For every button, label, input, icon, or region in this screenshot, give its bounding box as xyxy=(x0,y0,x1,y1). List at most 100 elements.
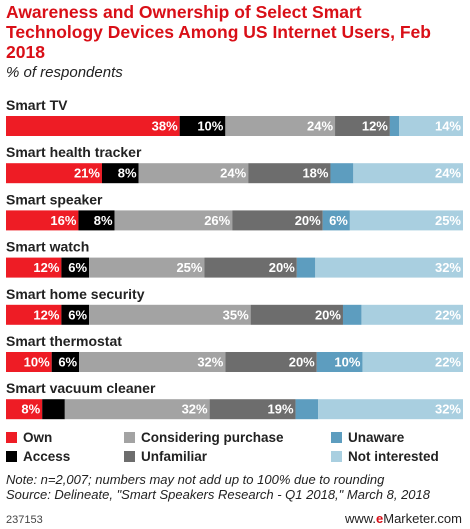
bar-smart-health-tracker-considering-purchase xyxy=(138,163,249,184)
brand-highlight: e xyxy=(376,511,384,526)
bar-smart-home-security-access xyxy=(61,304,90,325)
category-label-smart-home-security: Smart home security xyxy=(6,286,145,302)
legend-label: Own xyxy=(23,430,53,445)
bar-smart-thermostat-access xyxy=(51,352,80,372)
data-label-smart-thermostat-unfamiliar: 20% xyxy=(289,355,315,370)
data-label-smart-speaker-not-interested: 25% xyxy=(435,213,461,228)
data-label-smart-home-security-own: 12% xyxy=(33,307,59,322)
category-label-smart-health-tracker: Smart health tracker xyxy=(6,144,142,160)
bar-smart-vacuum-cleaner-unfamiliar xyxy=(209,399,296,420)
bar-smart-watch-own xyxy=(6,257,62,278)
legend-swatch xyxy=(331,432,342,443)
data-label-smart-tv-considering-purchase: 24% xyxy=(307,119,333,134)
legend-item-access: Access xyxy=(6,449,70,464)
category-label-smart-watch: Smart watch xyxy=(6,239,89,255)
data-label-smart-speaker-unfamiliar: 20% xyxy=(295,213,321,228)
bar-smart-vacuum-cleaner-considering-purchase xyxy=(64,399,210,420)
chart-id: 237153 xyxy=(6,514,43,526)
bar-smart-speaker-considering-purchase xyxy=(114,210,233,231)
bar-smart-home-security-not-interested xyxy=(361,304,463,325)
bar-smart-vacuum-cleaner-not-interested xyxy=(318,399,463,420)
data-label-smart-speaker-access: 8% xyxy=(94,213,113,228)
bar-smart-home-security-unfamiliar xyxy=(250,304,343,325)
data-label-smart-home-security-not-interested: 22% xyxy=(435,307,461,322)
data-label-smart-vacuum-cleaner-unfamiliar: 19% xyxy=(268,402,294,417)
chart-legend: Own Considering purchase Unaware Access Unfa… xyxy=(6,430,466,466)
legend-swatch xyxy=(124,451,135,462)
legend-swatch xyxy=(6,451,17,462)
legend-swatch xyxy=(124,432,135,443)
data-label-smart-thermostat-considering-purchase: 32% xyxy=(197,355,223,370)
bar-smart-speaker-unaware xyxy=(322,210,350,231)
data-label-smart-watch-unfamiliar: 20% xyxy=(269,260,295,275)
bar-smart-watch-not-interested xyxy=(315,257,463,278)
data-label-smart-vacuum-cleaner-own: 8% xyxy=(21,402,40,417)
brand-logo[interactable]: www.eMarketer.com xyxy=(345,511,462,526)
data-label-smart-vacuum-cleaner-not-interested: 32% xyxy=(435,402,461,417)
bar-smart-thermostat-own xyxy=(6,352,52,372)
category-label-smart-speaker: Smart speaker xyxy=(6,191,103,207)
data-label-smart-health-tracker-access: 8% xyxy=(118,166,137,181)
data-label-smart-home-security-access: 6% xyxy=(68,307,87,322)
brand-prefix: www. xyxy=(344,511,377,526)
data-label-smart-home-security-considering-purchase: 35% xyxy=(223,307,249,322)
legend-item-not-interested: Not interested xyxy=(331,449,439,464)
footnote-note: Note: n=2,007; numbers may not add up to… xyxy=(6,472,385,487)
legend-item-unfamiliar: Unfamiliar xyxy=(124,449,207,464)
legend-item-unaware: Unaware xyxy=(331,430,404,445)
data-label-smart-thermostat-access: 6% xyxy=(58,355,77,370)
bar-smart-tv-considering-purchase xyxy=(225,116,336,136)
data-label-smart-thermostat-own: 10% xyxy=(24,355,50,370)
bar-smart-watch-unfamiliar xyxy=(204,257,297,278)
data-label-smart-watch-not-interested: 32% xyxy=(435,260,461,275)
bar-smart-thermostat-not-interested xyxy=(362,352,463,372)
legend-label: Unaware xyxy=(348,430,405,445)
bar-smart-watch-considering-purchase xyxy=(89,257,205,278)
bar-smart-speaker-not-interested xyxy=(349,210,463,231)
data-label-smart-home-security-unfamiliar: 20% xyxy=(315,307,341,322)
footnote: Note: n=2,007; numbers may not add up to… xyxy=(6,472,466,502)
data-label-smart-tv-access: 10% xyxy=(197,119,223,134)
legend-label: Not interested xyxy=(348,449,439,464)
data-label-smart-watch-own: 12% xyxy=(33,260,59,275)
bar-smart-home-security-considering-purchase xyxy=(89,304,251,325)
bar-smart-thermostat-considering-purchase xyxy=(79,352,226,372)
bar-smart-health-tracker-not-interested xyxy=(353,163,463,184)
bar-smart-health-tracker-unaware xyxy=(330,163,354,184)
data-label-smart-health-tracker-considering-purchase: 24% xyxy=(220,166,246,181)
data-label-smart-speaker-considering-purchase: 26% xyxy=(204,213,230,228)
bar-smart-tv-unfamiliar xyxy=(335,116,390,136)
bar-smart-vacuum-cleaner-access xyxy=(42,399,65,420)
data-label-smart-tv-not-interested: 14% xyxy=(435,119,461,134)
bar-smart-home-security-own xyxy=(6,304,62,325)
data-label-smart-vacuum-cleaner-considering-purchase: 32% xyxy=(182,402,208,417)
bar-smart-watch-unaware xyxy=(296,257,316,278)
bar-smart-thermostat-unaware xyxy=(316,352,363,372)
data-label-smart-thermostat-not-interested: 22% xyxy=(435,355,461,370)
chart-subtitle: % of respondents xyxy=(6,64,123,81)
bar-smart-speaker-unfamiliar xyxy=(232,210,323,231)
data-label-smart-watch-considering-purchase: 25% xyxy=(176,260,202,275)
bar-smart-vacuum-cleaner-own xyxy=(6,399,43,420)
bar-smart-health-tracker-access xyxy=(101,163,139,184)
footnote-source: Source: Delineate, "Smart Speakers Resea… xyxy=(6,487,430,502)
legend-label: Unfamiliar xyxy=(141,449,208,464)
brand-suffix: Marketer.com xyxy=(383,511,462,526)
data-label-smart-tv-unfamiliar: 12% xyxy=(362,119,388,134)
bar-smart-health-tracker-unfamiliar xyxy=(248,163,331,184)
category-label-smart-tv: Smart TV xyxy=(6,97,68,113)
legend-label: Access xyxy=(23,449,71,464)
category-label-smart-thermostat: Smart thermostat xyxy=(6,333,122,349)
legend-item-considering-purchase: Considering purchase xyxy=(124,430,284,445)
data-label-smart-watch-access: 6% xyxy=(68,260,87,275)
legend-swatch xyxy=(331,451,342,462)
bar-smart-tv-unaware xyxy=(389,116,400,136)
bar-smart-speaker-own xyxy=(6,210,79,231)
bar-smart-tv-not-interested xyxy=(399,116,463,136)
data-label-smart-health-tracker-own: 21% xyxy=(74,166,100,181)
category-label-smart-vacuum-cleaner: Smart vacuum cleaner xyxy=(6,380,156,396)
data-label-smart-speaker-unaware: 6% xyxy=(329,213,348,228)
data-label-smart-health-tracker-not-interested: 24% xyxy=(435,166,461,181)
data-label-smart-speaker-own: 16% xyxy=(50,213,76,228)
